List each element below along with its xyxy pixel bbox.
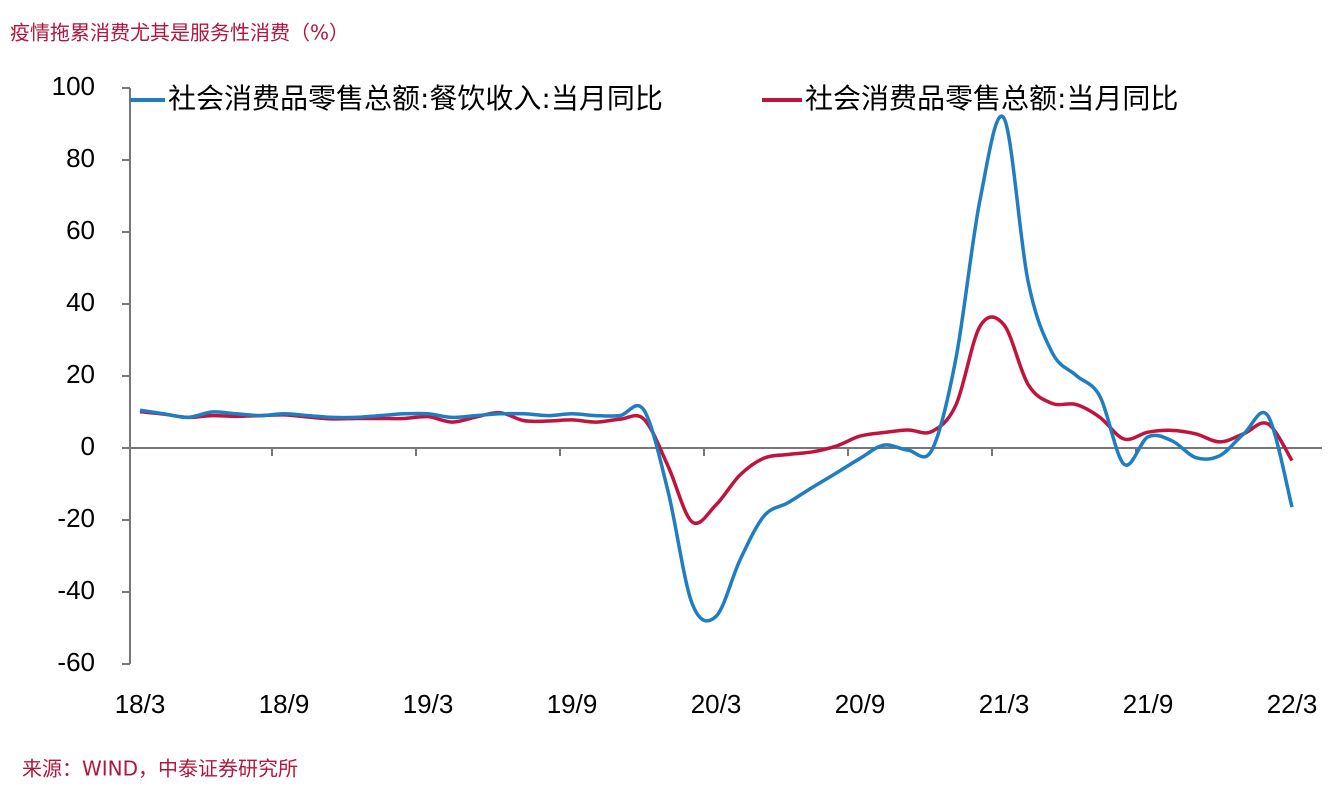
series-line <box>139 315 1294 525</box>
legend-label: 社会消费品零售总额:当月同比 <box>805 82 1178 115</box>
source: 来源：WIND，中泰证券研究所 <box>22 757 298 781</box>
x-tick-label: 18/9 <box>259 689 310 719</box>
x-tick-label: 18/3 <box>115 689 166 719</box>
y-tick-label: 100 <box>52 71 95 101</box>
series-line <box>139 114 1294 623</box>
y-tick-label: -40 <box>57 575 95 605</box>
x-tick-label: 20/9 <box>835 689 886 719</box>
y-tick-label: 0 <box>81 431 95 461</box>
y-tick-label: 60 <box>66 215 95 245</box>
x-tick-label: 21/9 <box>1123 689 1174 719</box>
y-tick-label: 40 <box>66 287 95 317</box>
legend-label: 社会消费品零售总额:餐饮收入:当月同比 <box>168 82 663 115</box>
y-tick-label: 20 <box>66 359 95 389</box>
chart-title: 疫情拖累消费尤其是服务性消费（%） <box>10 21 349 45</box>
y-tick-label: 80 <box>66 143 95 173</box>
x-tick-label: 19/9 <box>547 689 598 719</box>
x-tick-label: 19/3 <box>403 689 454 719</box>
x-tick-label: 22/3 <box>1267 689 1318 719</box>
y-tick-label: -20 <box>57 503 95 533</box>
x-tick-label: 21/3 <box>979 689 1030 719</box>
x-tick-label: 20/3 <box>691 689 742 719</box>
y-tick-label: -60 <box>57 647 95 677</box>
